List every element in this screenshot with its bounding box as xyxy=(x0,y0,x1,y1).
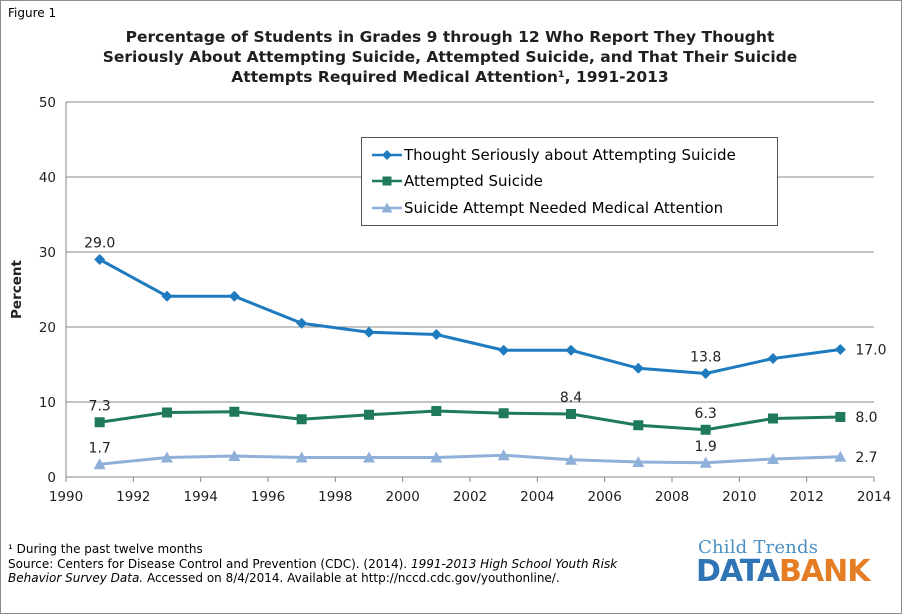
data-point-triangle xyxy=(295,451,308,463)
series-line xyxy=(99,409,841,432)
data-point-diamond xyxy=(498,344,510,356)
legend-label: Attempted Suicide xyxy=(404,172,543,190)
data-label: 8.0 xyxy=(855,410,877,426)
data-point-square xyxy=(835,412,846,422)
child-trends-databank-logo: Child Trends DATA BANK xyxy=(696,537,886,589)
y-tick-label: 0 xyxy=(47,470,56,486)
footnote-note: ¹ During the past twelve months xyxy=(8,542,203,556)
x-tick-label: 1996 xyxy=(251,489,285,505)
source-suffix: Accessed on 8/4/2014. Available at http:… xyxy=(143,571,560,585)
data-label: 8.4 xyxy=(560,390,582,406)
figure-label: Figure 1 xyxy=(8,6,57,20)
data-point-triangle xyxy=(497,449,510,461)
x-tick-label: 2008 xyxy=(655,489,689,505)
source-title-part-2: Behavior Survey Data. xyxy=(8,571,144,585)
data-point-square xyxy=(162,407,172,418)
data-point-square xyxy=(700,424,711,435)
data-label: 6.3 xyxy=(695,406,717,422)
series-line xyxy=(98,258,841,375)
x-tick-label: 2012 xyxy=(789,489,823,505)
data-point-triangle xyxy=(93,458,106,470)
x-tick-label: 2006 xyxy=(587,489,621,505)
data-point-diamond xyxy=(430,329,442,340)
data-point-triangle xyxy=(363,451,375,463)
data-point-diamond xyxy=(94,254,106,265)
data-point-triangle xyxy=(161,451,173,463)
data-label: 1.7 xyxy=(89,440,111,456)
chart-title-line-1: Percentage of Students in Grades 9 throu… xyxy=(125,28,775,46)
data-point-square xyxy=(431,406,442,416)
data-point-square xyxy=(768,413,778,424)
source-prefix: Source: Centers for Disease Control and … xyxy=(8,556,411,571)
y-tick-label: 50 xyxy=(39,95,56,111)
data-point-diamond xyxy=(834,344,846,355)
data-point-square xyxy=(229,406,240,417)
data-point-triangle xyxy=(430,451,443,463)
legend-label: Thought Seriously about Attempting Suici… xyxy=(404,146,736,164)
footnote-source-line-2: Behavior Survey Data. Accessed on 8/4/20… xyxy=(8,571,688,586)
data-point-square xyxy=(296,414,307,425)
data-label: 2.7 xyxy=(855,450,877,466)
legend-triangle-marker-icon xyxy=(372,202,402,213)
footnote: ¹ During the past twelve months Source: … xyxy=(8,542,688,586)
data-point-diamond xyxy=(296,317,308,329)
logo-data-text: DATA xyxy=(696,554,780,589)
data-point-diamond xyxy=(565,344,577,356)
x-tick-label: 2004 xyxy=(520,489,554,505)
data-label: 29.0 xyxy=(84,236,115,252)
data-point-square xyxy=(566,409,576,419)
logo-bank-text: BANK xyxy=(779,554,870,589)
data-label: 7.3 xyxy=(89,398,111,414)
x-tick-label: 1990 xyxy=(49,489,83,505)
data-point-square xyxy=(633,420,644,431)
data-label: 13.8 xyxy=(690,350,721,366)
legend-square-marker-icon xyxy=(372,176,402,186)
data-point-triangle xyxy=(834,450,847,462)
chart-title: Percentage of Students in Grades 9 throu… xyxy=(60,27,840,87)
data-point-diamond xyxy=(161,290,173,302)
y-tick-label: 10 xyxy=(39,395,56,411)
x-tick-label: 1992 xyxy=(116,489,150,505)
data-point-triangle xyxy=(767,453,779,464)
footnote-source-line-1: Source: Centers for Disease Control and … xyxy=(8,557,688,572)
data-label: 17.0 xyxy=(855,343,886,359)
x-tick-label: 2010 xyxy=(722,489,756,505)
chart-title-line-3: Attempts Required Medical Attention¹, 19… xyxy=(231,68,669,86)
data-point-square xyxy=(498,408,509,419)
data-point-diamond xyxy=(228,290,240,302)
y-tick-label: 20 xyxy=(39,320,56,336)
x-tick-label: 2000 xyxy=(385,489,419,505)
data-point-triangle xyxy=(565,453,577,465)
legend-label: Suicide Attempt Needed Medical Attention xyxy=(404,199,724,217)
data-point-triangle xyxy=(228,450,241,461)
data-point-diamond xyxy=(767,353,779,364)
data-point-triangle xyxy=(699,456,712,468)
y-tick-label: 40 xyxy=(39,170,56,186)
y-tick-label: 30 xyxy=(39,245,56,261)
legend-diamond-marker-icon xyxy=(372,150,402,160)
data-point-diamond xyxy=(700,368,712,379)
chart-title-line-2: Seriously About Attempting Suicide, Atte… xyxy=(102,48,798,66)
series-line xyxy=(99,453,841,466)
data-point-diamond xyxy=(632,362,644,374)
data-label: 1.9 xyxy=(695,439,717,455)
x-tick-label: 1994 xyxy=(183,489,217,505)
y-axis-title: Percent xyxy=(9,259,25,318)
data-point-square xyxy=(364,409,374,420)
chart-legend: Thought Seriously about Attempting Suici… xyxy=(361,137,778,226)
x-tick-label: 2002 xyxy=(453,489,487,505)
x-tick-label: 2014 xyxy=(857,489,891,505)
x-tick-label: 1998 xyxy=(318,489,352,505)
logo-child-trends-text: Child Trends xyxy=(698,537,819,558)
source-title-part-1: 1991-2013 High School Youth Risk xyxy=(410,556,618,571)
data-point-triangle xyxy=(632,456,645,467)
data-point-diamond xyxy=(363,326,375,338)
data-point-square xyxy=(94,417,105,428)
